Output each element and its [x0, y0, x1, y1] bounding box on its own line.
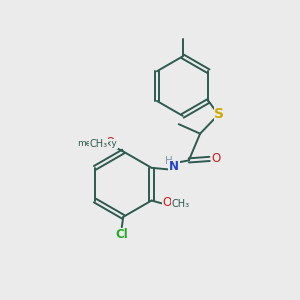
Text: S: S — [214, 107, 224, 121]
Text: methoxy: methoxy — [77, 139, 117, 148]
Text: O: O — [212, 152, 221, 165]
Text: CH₃: CH₃ — [171, 199, 189, 209]
Text: H: H — [165, 156, 173, 166]
Text: N: N — [169, 160, 179, 173]
Text: Cl: Cl — [116, 228, 128, 241]
Text: CH₃: CH₃ — [89, 139, 108, 149]
Text: O: O — [105, 136, 115, 149]
Text: O: O — [163, 196, 172, 209]
